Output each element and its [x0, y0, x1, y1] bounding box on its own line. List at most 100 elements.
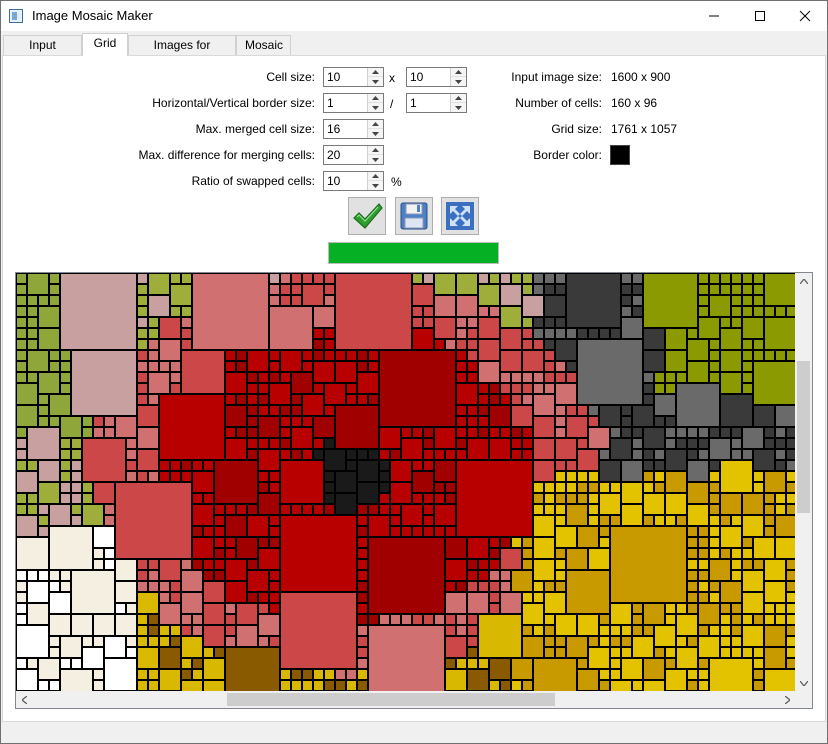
cell-width-input[interactable] — [324, 68, 367, 86]
vertical-scroll-thumb[interactable] — [797, 361, 810, 513]
scroll-up-icon[interactable] — [795, 273, 812, 290]
spin-down-icon[interactable] — [451, 103, 466, 112]
mosaic-cell — [49, 592, 71, 614]
mosaic-cell — [16, 317, 27, 328]
mosaic-cell — [742, 273, 753, 284]
mosaic-cell — [478, 581, 489, 592]
spin-down-icon[interactable] — [451, 77, 466, 86]
mosaic-cell — [522, 625, 533, 636]
cell-height-input[interactable] — [407, 68, 450, 86]
mosaic-cell — [643, 449, 654, 460]
mosaic-cell — [49, 284, 60, 295]
mosaic-cell — [104, 504, 115, 515]
border-h-input[interactable] — [324, 94, 367, 112]
mosaic-cell — [423, 449, 434, 460]
mosaic-cell — [192, 460, 203, 471]
mosaic-cell — [280, 460, 324, 504]
mosaic-cell — [280, 284, 291, 295]
mosaic-cell — [16, 592, 27, 603]
mosaic-cell — [104, 416, 115, 427]
max-diff-spinbox[interactable] — [323, 145, 384, 165]
mosaic-cell — [148, 570, 159, 581]
border-color-swatch[interactable] — [610, 145, 630, 165]
spin-up-icon[interactable] — [368, 120, 383, 129]
mosaic-cell — [621, 504, 643, 526]
border-v-input[interactable] — [407, 94, 450, 112]
mosaic-cell — [489, 383, 500, 394]
mosaic-cell — [170, 471, 181, 482]
minimize-button[interactable] — [691, 1, 737, 31]
spin-down-icon[interactable] — [368, 103, 383, 112]
cells-value: 160 x 96 — [611, 96, 658, 110]
scroll-right-icon[interactable] — [779, 691, 796, 708]
mosaic-cell — [544, 482, 555, 493]
max-diff-input[interactable] — [324, 146, 367, 164]
max-merged-spinbox[interactable] — [323, 119, 384, 139]
mosaic-cell — [654, 460, 665, 471]
swap-ratio-spinbox[interactable] — [323, 171, 384, 191]
mosaic-cell — [511, 427, 522, 438]
mosaic-cell — [610, 482, 621, 493]
tab-mosaic[interactable]: Mosaic — [236, 35, 291, 55]
progress-fill — [329, 243, 498, 263]
max-merged-input[interactable] — [324, 120, 367, 138]
spin-up-icon[interactable] — [451, 68, 466, 77]
spin-up-icon[interactable] — [368, 146, 383, 155]
tab-input-image[interactable]: Input image — [3, 35, 82, 70]
mosaic-cell — [467, 581, 478, 592]
horizontal-scrollbar[interactable] — [16, 691, 796, 708]
spin-down-icon[interactable] — [368, 77, 383, 86]
save-button[interactable] — [395, 197, 433, 235]
fit-to-window-button[interactable] — [441, 197, 479, 235]
mosaic-cell — [357, 614, 368, 625]
mosaic-cell — [357, 581, 368, 592]
mosaic-cell — [731, 559, 742, 570]
mosaic-cell — [390, 449, 401, 460]
spin-up-icon[interactable] — [368, 172, 383, 181]
mosaic-cell — [16, 658, 27, 669]
mosaic-cell — [104, 658, 137, 691]
scroll-down-icon[interactable] — [795, 675, 812, 692]
mosaic-cell — [709, 559, 731, 581]
mosaic-cell — [500, 537, 511, 548]
spin-up-icon[interactable] — [368, 68, 383, 77]
spin-up-icon[interactable] — [368, 94, 383, 103]
mosaic-cell — [445, 559, 467, 581]
mosaic-cell — [566, 570, 610, 614]
mosaic-cell — [599, 526, 610, 537]
horizontal-scroll-thumb[interactable] — [227, 693, 555, 706]
mosaic-cell — [544, 361, 555, 372]
mosaic-cell — [456, 339, 467, 350]
close-button[interactable] — [782, 1, 828, 31]
mosaic-cell — [313, 669, 324, 680]
mosaic-cell — [786, 603, 796, 614]
maximize-button[interactable] — [737, 1, 783, 31]
mosaic-cell — [27, 504, 38, 515]
mosaic-cell — [709, 482, 720, 493]
checkmark-icon — [353, 203, 383, 229]
cell-width-spinbox[interactable] — [323, 67, 384, 87]
mosaic-cell — [148, 471, 159, 482]
swap-ratio-input[interactable] — [324, 172, 367, 190]
spin-down-icon[interactable] — [368, 129, 383, 138]
mosaic-cell — [698, 295, 709, 306]
mosaic-cell — [566, 460, 577, 471]
tab-images-for-mosaic[interactable]: Images for Mosaic — [128, 35, 236, 70]
tab-grid[interactable]: Grid — [82, 33, 128, 56]
spin-down-icon[interactable] — [368, 181, 383, 190]
mosaic-preview[interactable] — [15, 272, 813, 709]
border-h-spinbox[interactable] — [323, 93, 384, 113]
mosaic-cell — [412, 460, 423, 471]
cell-height-spinbox[interactable] — [406, 67, 467, 87]
vertical-scrollbar[interactable] — [795, 273, 812, 692]
mosaic-cell — [775, 537, 796, 559]
mosaic-cell — [16, 372, 27, 383]
spin-down-icon[interactable] — [368, 155, 383, 164]
max-merged-label: Max. merged cell size: — [195, 122, 315, 136]
max-diff-label: Max. difference for merging cells: — [138, 148, 315, 162]
apply-button[interactable] — [348, 197, 386, 235]
border-v-spinbox[interactable] — [406, 93, 467, 113]
spin-up-icon[interactable] — [451, 94, 466, 103]
scroll-left-icon[interactable] — [16, 691, 33, 708]
mosaic-cell — [225, 581, 247, 603]
